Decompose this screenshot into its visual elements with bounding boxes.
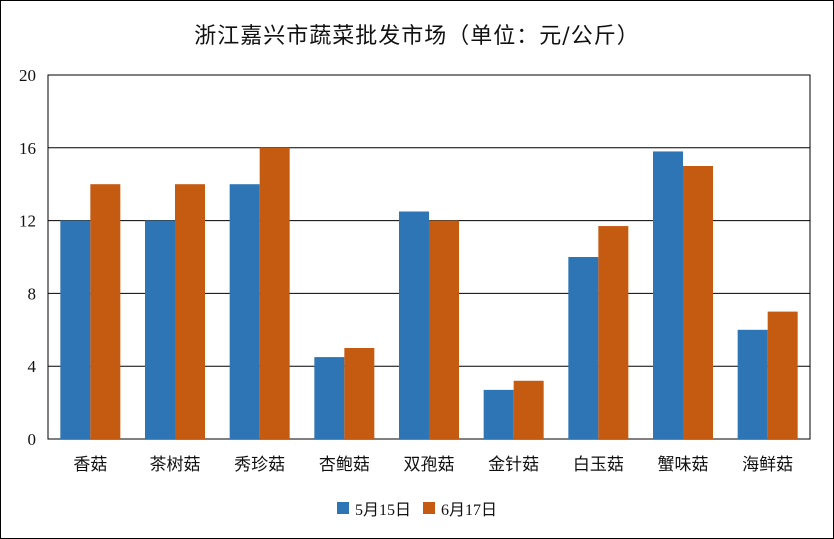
legend-swatch-series-2 [423,502,435,514]
bar-1 [145,220,175,439]
y-tick-label: 4 [28,357,37,376]
bar-2 [683,166,713,439]
bar-2 [175,184,205,439]
x-tick-label: 蟹味菇 [658,455,709,475]
chart-title: 浙江嘉兴市蔬菜批发市场（单位：元/公斤） [194,24,640,49]
legend-item-series-2: 6月17日 [423,496,497,520]
x-tick-label: 杏鲍菇 [319,455,370,475]
x-tick-label: 香菇 [73,455,107,475]
legend-label-series-2: 6月17日 [441,502,498,519]
x-tick-label: 双孢菇 [404,455,455,475]
y-tick-label: 16 [19,139,36,158]
y-tick-label: 20 [19,66,36,85]
bar-1 [653,151,683,439]
bar-2 [259,147,290,440]
chart-legend: 5月15日 6月17日 [0,496,834,520]
y-tick-label: 0 [28,430,37,449]
legend-label-series-1: 5月15日 [354,502,411,519]
legend-swatch-series-1 [336,502,349,514]
y-tick-label: 8 [28,284,37,303]
bar-2 [429,220,459,439]
bar-2 [767,311,798,439]
bar-2 [90,184,121,439]
bar-1 [229,184,260,439]
y-tick-label: 12 [19,212,36,231]
bar-1 [737,329,768,439]
x-tick-label: 茶树菇 [150,455,201,475]
legend-item-series-1: 5月15日 [336,496,411,520]
bar-2 [344,348,375,439]
x-tick-label: 秀珍菇 [234,455,285,475]
bar-2 [513,380,544,439]
bar-1 [483,389,514,439]
x-tick-label: 白玉菇 [573,455,624,475]
bar-1 [60,220,91,439]
x-tick-label: 金针菇 [488,455,539,475]
bar-1 [568,257,599,439]
x-tick-label: 海鲜菇 [742,455,793,475]
bar-1 [314,357,345,439]
bar-2 [598,226,629,439]
bar-1 [399,211,429,439]
